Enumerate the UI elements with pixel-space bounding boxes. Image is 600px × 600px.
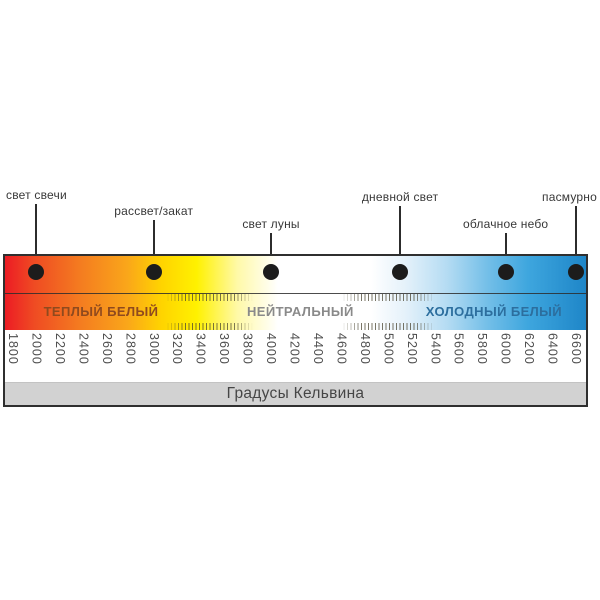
kelvin-tick-label: 2000 (29, 333, 44, 365)
transition-ruler-ticks (165, 323, 254, 330)
kelvin-tick-label: 5600 (451, 333, 466, 365)
callout-label: рассвет/закат (114, 204, 194, 218)
kelvin-tick-label: 1800 (6, 333, 20, 365)
kelvin-tick-label: 2600 (99, 333, 114, 365)
transition-ruler-ticks (165, 294, 254, 301)
marker-dot (28, 264, 45, 280)
kelvin-tick-label: 3200 (170, 333, 185, 365)
kelvin-tick-label: 3400 (193, 333, 208, 365)
kelvin-tick-label: 3800 (240, 333, 255, 365)
kelvin-tick-label: 2200 (52, 333, 67, 365)
callout-label: дневной свет (361, 190, 439, 204)
callout-leader-line (504, 233, 507, 272)
color-temperature-gradient-bar: ТЕПЛЫЙ БЕЛЫЙ НЕЙТРАЛЬНЫЙ ХОЛОДНЫЙ БЕЛЫЙ (5, 256, 586, 330)
gradient-divider-line (5, 293, 586, 294)
kelvin-tick-label: 2400 (76, 333, 91, 365)
marker-dot (497, 264, 514, 280)
marker-dot (263, 264, 280, 280)
marker-dot (568, 264, 584, 280)
kelvin-tick-label: 5200 (404, 333, 419, 365)
callout-leader-line (35, 204, 38, 272)
callout-leader-line (575, 206, 577, 272)
callout-label: свет свечи (6, 188, 67, 202)
kelvin-tick-label: 2800 (123, 333, 138, 365)
kelvin-tick-label: 6200 (522, 333, 537, 365)
callout-label: свет луны (242, 217, 300, 231)
callout-label: пасмурно (542, 190, 597, 204)
kelvin-tick-label: 3600 (217, 333, 232, 365)
marker-dot (145, 264, 162, 280)
kelvin-axis-title-bar: Градусы Кельвина (5, 382, 586, 405)
kelvin-axis-title: Градусы Кельвина (226, 385, 365, 402)
callout-leader-line (152, 220, 155, 272)
transition-ruler-ticks (341, 323, 436, 330)
kelvin-tick-label: 6400 (545, 333, 560, 365)
transition-ruler-ticks (341, 294, 436, 301)
zone-label: ТЕПЛЫЙ БЕЛЫЙ (43, 304, 159, 319)
zone-label: НЕЙТРАЛЬНЫЙ (246, 304, 354, 319)
callout-label: облачное небо (462, 217, 549, 231)
kelvin-tick-scale: 1800 2000 2200 2400 2600 2800 3000 3200 3400 3600… (5, 330, 586, 382)
kelvin-tick-label: 3000 (146, 333, 161, 365)
kelvin-tick-label: 4800 (357, 333, 372, 365)
kelvin-scale-chart: ТЕПЛЫЙ БЕЛЫЙ НЕЙТРАЛЬНЫЙ ХОЛОДНЫЙ БЕЛЫЙ 18… (3, 254, 588, 407)
zone-label: ХОЛОДНЫЙ БЕЛЫЙ (425, 304, 563, 319)
kelvin-tick-label: 5000 (381, 333, 396, 365)
kelvin-tick-label: 4600 (334, 333, 349, 365)
kelvin-tick-label: 4000 (264, 333, 279, 365)
marker-dot (392, 264, 409, 280)
callout-leader-line (399, 206, 402, 272)
kelvin-tick-label: 6600 (569, 333, 583, 365)
kelvin-tick-label: 4200 (287, 333, 302, 365)
callout-leader-line (270, 233, 273, 272)
kelvin-tick-label: 5800 (475, 333, 490, 365)
kelvin-tick-label: 4400 (310, 333, 325, 365)
kelvin-tick-label: 5400 (428, 333, 443, 365)
kelvin-tick-label: 6000 (498, 333, 513, 365)
